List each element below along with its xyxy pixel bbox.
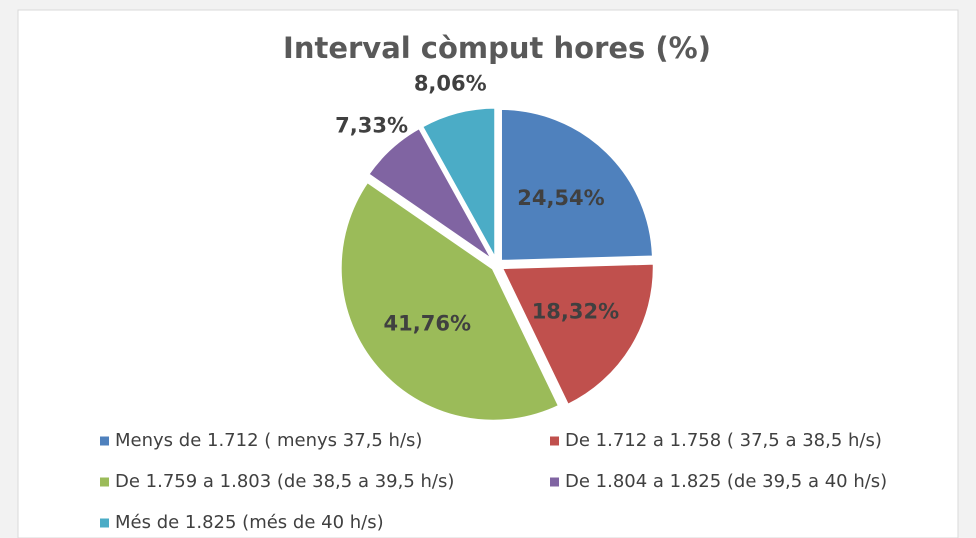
data-label: 18,32% — [532, 300, 619, 324]
legend-swatch — [100, 436, 109, 446]
pie-slice — [338, 179, 562, 423]
data-label: 8,06% — [414, 71, 487, 95]
legend-swatch — [550, 436, 559, 446]
legend-label: Menys de 1.712 ( menys 37,5 h/s) — [115, 430, 422, 451]
legend-label: De 1.804 a 1.825 (de 39,5 a 40 h/s) — [565, 471, 887, 492]
data-label: 24,54% — [517, 186, 604, 210]
legend-swatch — [100, 477, 109, 487]
data-label: 7,33% — [335, 114, 408, 138]
chart-title: Interval còmput hores (%) — [283, 31, 711, 65]
legend-swatch — [550, 477, 559, 487]
pie-slice — [365, 125, 495, 263]
data-label: 41,76% — [384, 312, 471, 336]
legend-swatch — [100, 518, 109, 528]
pie-slice — [498, 106, 655, 263]
legend-label: De 1.759 a 1.803 (de 38,5 a 39,5 h/s) — [115, 471, 454, 492]
legend-label: Més de 1.825 (més de 40 h/s) — [115, 512, 384, 533]
legend-label: De 1.712 a 1.758 ( 37,5 a 38,5 h/s) — [565, 430, 882, 451]
pie-slice — [498, 261, 656, 408]
pie-slice — [419, 105, 498, 266]
